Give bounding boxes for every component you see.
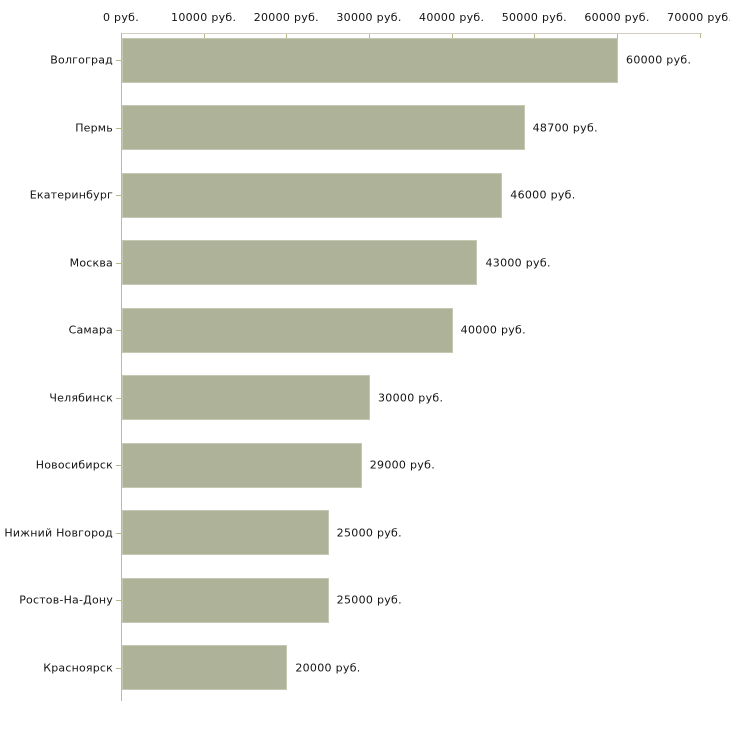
x-tick-mark xyxy=(699,34,701,38)
value-label: 60000 руб. xyxy=(626,53,692,67)
category-label: Челябинск xyxy=(49,391,113,404)
x-tick-label: 10000 руб. xyxy=(171,11,237,24)
bar xyxy=(122,577,329,623)
category-tick-mark xyxy=(116,60,121,61)
bar xyxy=(122,37,619,83)
value-label: 48700 руб. xyxy=(532,121,598,134)
category-label: Самара xyxy=(68,323,113,337)
category-label: Ростов-На-Дону xyxy=(19,593,113,607)
category-label: Москва xyxy=(69,256,113,269)
x-tick-mark xyxy=(286,34,288,38)
category-tick-mark xyxy=(116,600,121,601)
x-tick-label: 40000 руб. xyxy=(419,11,485,24)
x-tick-mark xyxy=(203,34,205,38)
x-tick-label: 70000 руб. xyxy=(667,11,730,24)
bar xyxy=(122,172,503,218)
x-tick-mark xyxy=(617,34,619,38)
category-tick-mark xyxy=(116,465,121,466)
category-tick-mark xyxy=(116,532,121,534)
category-tick-mark xyxy=(116,397,121,399)
value-label: 29000 руб. xyxy=(369,458,435,472)
x-tick-mark xyxy=(369,34,370,38)
bar xyxy=(122,307,453,353)
bar xyxy=(122,240,478,285)
x-tick-label: 60000 руб. xyxy=(584,11,650,24)
category-label: Пермь xyxy=(75,121,113,134)
category-tick-mark xyxy=(116,667,121,669)
value-label: 46000 руб. xyxy=(510,188,576,202)
value-label: 30000 руб. xyxy=(378,391,444,404)
category-tick-mark xyxy=(116,262,121,264)
category-label: Новосибирск xyxy=(35,458,113,472)
category-tick-mark xyxy=(116,330,121,331)
bar xyxy=(122,442,362,488)
category-label: Екатеринбург xyxy=(29,188,113,202)
category-tick-mark xyxy=(116,195,121,196)
value-label: 25000 руб. xyxy=(336,526,402,539)
x-tick-mark xyxy=(451,34,453,38)
x-tick-label: 0 руб. xyxy=(102,11,140,24)
x-tick-label: 20000 руб. xyxy=(253,11,319,24)
category-label: Нижний Новгород xyxy=(4,526,113,539)
category-label: Волгоград xyxy=(50,53,113,67)
x-tick-label: 30000 руб. xyxy=(336,11,402,24)
y-axis-line xyxy=(121,33,122,701)
bar xyxy=(122,375,370,420)
bar xyxy=(122,105,525,150)
x-axis-line xyxy=(121,33,702,34)
category-tick-mark xyxy=(116,127,121,129)
value-label: 25000 руб. xyxy=(336,593,402,607)
value-label: 40000 руб. xyxy=(460,323,526,337)
bar xyxy=(122,510,329,555)
bar xyxy=(122,645,288,690)
x-tick-mark xyxy=(534,34,536,38)
x-tick-mark xyxy=(121,34,122,38)
value-label: 20000 руб. xyxy=(295,661,361,674)
category-label: Красноярск xyxy=(43,661,113,674)
value-label: 43000 руб. xyxy=(485,256,551,269)
x-tick-label: 50000 руб. xyxy=(501,11,567,24)
